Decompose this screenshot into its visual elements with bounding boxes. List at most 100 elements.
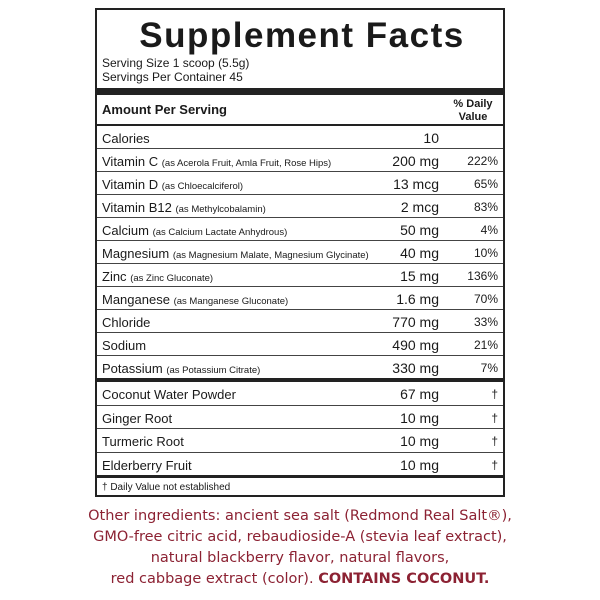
amount: 330 mg: [392, 360, 439, 376]
daily-value: 4%: [480, 223, 498, 237]
amount: 13 mcg: [393, 176, 439, 192]
nutrient-name: Calcium: [102, 223, 149, 238]
row-name: Sodium: [102, 338, 146, 353]
row: Sodium 490 mg 21%: [97, 333, 503, 356]
nutrient-name: Vitamin B12: [102, 200, 172, 215]
amount: 1.6 mg: [396, 291, 439, 307]
servings: Servings Per Container 45: [102, 70, 243, 84]
ingredient-line: red cabbage extract (color). CONTAINS CO…: [0, 569, 600, 590]
row-name: Coconut Water Powder: [102, 387, 236, 402]
amount: 10 mg: [400, 409, 439, 426]
daily-value: †: [491, 434, 498, 448]
amount: 10 mg: [400, 433, 439, 449]
row-name: Potassium (as Potassium Citrate): [102, 361, 260, 376]
row-name: Elderberry Fruit: [102, 458, 192, 473]
amount: 10 mg: [400, 456, 439, 473]
daily-value: †: [491, 457, 498, 472]
daily-value: †: [491, 387, 498, 401]
row-name: Calcium (as Calcium Lactate Anhydrous): [102, 223, 287, 238]
row: Coconut Water Powder 67 mg †: [97, 382, 503, 406]
row-name: Magnesium (as Magnesium Malate, Magnesiu…: [102, 246, 369, 261]
serving-size: Serving Size 1 scoop (5.5g): [102, 56, 250, 70]
amount: 50 mg: [400, 222, 439, 238]
facts-panel: Supplement Facts Serving Size 1 scoop (5…: [95, 8, 505, 497]
row-name: Turmeric Root: [102, 434, 184, 449]
amount: 770 mg: [392, 314, 439, 330]
row: Calories 10: [97, 126, 503, 149]
row-name: Zinc (as Zinc Gluconate): [102, 269, 213, 284]
amount: 2 mcg: [400, 199, 439, 215]
ingredient-text: natural blackberry flavor, natural flavo…: [150, 550, 450, 566]
nutrient-source: (as Chloecalciferol): [161, 181, 244, 192]
daily-value: 33%: [473, 315, 498, 329]
nutrient-source: (as Acerola Fruit, Amla Fruit, Rose Hips…: [161, 158, 332, 169]
amount: 200 mg: [392, 153, 439, 169]
nutrient-name: Chloride: [102, 315, 151, 330]
dv-label: % Daily Value: [453, 98, 493, 123]
nutrient-name: Potassium: [102, 361, 163, 376]
daily-value: 21%: [473, 338, 498, 352]
other-ingredients: Other ingredients: ancient sea salt (Red…: [0, 506, 600, 590]
daily-value: 70%: [473, 292, 498, 306]
daily-value: 7%: [480, 361, 498, 375]
row-name: Vitamin D (as Chloecalciferol): [102, 177, 243, 192]
nutrient-source: (as Zinc Gluconate): [130, 273, 214, 284]
nutrient-name: Calories: [102, 131, 150, 146]
row: Calcium (as Calcium Lactate Anhydrous) 50…: [97, 218, 503, 241]
row: Vitamin D (as Chloecalciferol) 13 mcg 65%: [97, 172, 503, 195]
nutrient-name: Coconut Water Powder: [102, 387, 236, 402]
amount: 15 mg: [400, 268, 439, 284]
row: Zinc (as Zinc Gluconate) 15 mg 136%: [97, 264, 503, 287]
daily-value: †: [491, 410, 498, 425]
row-name: Vitamin B12 (as Methylcobalamin): [102, 200, 266, 215]
row: Vitamin B12 (as Methylcobalamin) 2 mcg 83%: [97, 195, 503, 218]
nutrient-source: (as Manganese Gluconate): [173, 296, 289, 307]
daily-value: 222%: [467, 154, 498, 168]
nutrient-name: Zinc: [102, 269, 127, 284]
title: Supplement Facts: [139, 16, 465, 55]
row: Manganese (as Manganese Gluconate) 1.6 mg…: [97, 287, 503, 310]
row: Turmeric Root 10 mg †: [97, 429, 503, 453]
nutrient-name: Elderberry Fruit: [102, 457, 192, 473]
nutrient-name: Vitamin D: [102, 177, 159, 192]
row-name: Chloride: [102, 315, 150, 330]
nutrient-source: (as Calcium Lactate Anhydrous): [152, 227, 288, 238]
daily-value: 83%: [473, 200, 498, 214]
ingredient-text: Other ingredients: ancient sea salt (Red…: [88, 508, 512, 524]
row: Chloride 770 mg 33%: [97, 310, 503, 333]
divider: [97, 378, 503, 382]
row: Vitamin C (as Acerola Fruit, Amla Fruit,…: [97, 149, 503, 172]
amount-label: Amount Per Serving: [102, 102, 227, 117]
row: Magnesium (as Magnesium Malate, Magnesiu…: [97, 241, 503, 264]
row-name: Vitamin C (as Acerola Fruit, Amla Fruit,…: [102, 154, 331, 169]
daily-value: 136%: [467, 269, 498, 283]
ingredient-line: natural blackberry flavor, natural flavo…: [0, 548, 600, 569]
ingredient-text: red cabbage extract (color).: [110, 571, 319, 587]
row-name: Manganese (as Manganese Gluconate): [102, 292, 288, 307]
nutrient-source: (as Methylcobalamin): [175, 204, 266, 215]
divider: [97, 475, 503, 478]
nutrient-name: Turmeric Root: [102, 434, 184, 449]
divider: [97, 124, 503, 126]
row: Elderberry Fruit 10 mg †: [97, 453, 503, 476]
amount: 490 mg: [392, 337, 439, 353]
nutrient-name: Manganese: [102, 292, 170, 307]
allergen-warning: CONTAINS COCONUT.: [318, 571, 490, 587]
daily-value: 65%: [473, 177, 498, 191]
divider: [97, 88, 503, 95]
footnote: † Daily Value not established: [102, 482, 231, 493]
nutrient-name: Vitamin C: [102, 154, 159, 169]
amount: 40 mg: [400, 245, 439, 261]
amount: 67 mg: [400, 386, 439, 402]
row: Potassium (as Potassium Citrate) 330 mg 7%: [97, 356, 503, 379]
row: Ginger Root 10 mg †: [97, 406, 503, 429]
ingredient-text: GMO-free citric acid, rebaudioside-A (st…: [93, 529, 507, 545]
amount: 10: [423, 130, 439, 146]
ingredient-line: GMO-free citric acid, rebaudioside-A (st…: [0, 527, 600, 548]
nutrient-source: (as Potassium Citrate): [166, 365, 261, 376]
nutrient-name: Magnesium: [102, 246, 170, 261]
row-name: Ginger Root: [102, 411, 172, 426]
row-name: Calories: [102, 131, 150, 146]
daily-value: 10%: [473, 246, 498, 260]
